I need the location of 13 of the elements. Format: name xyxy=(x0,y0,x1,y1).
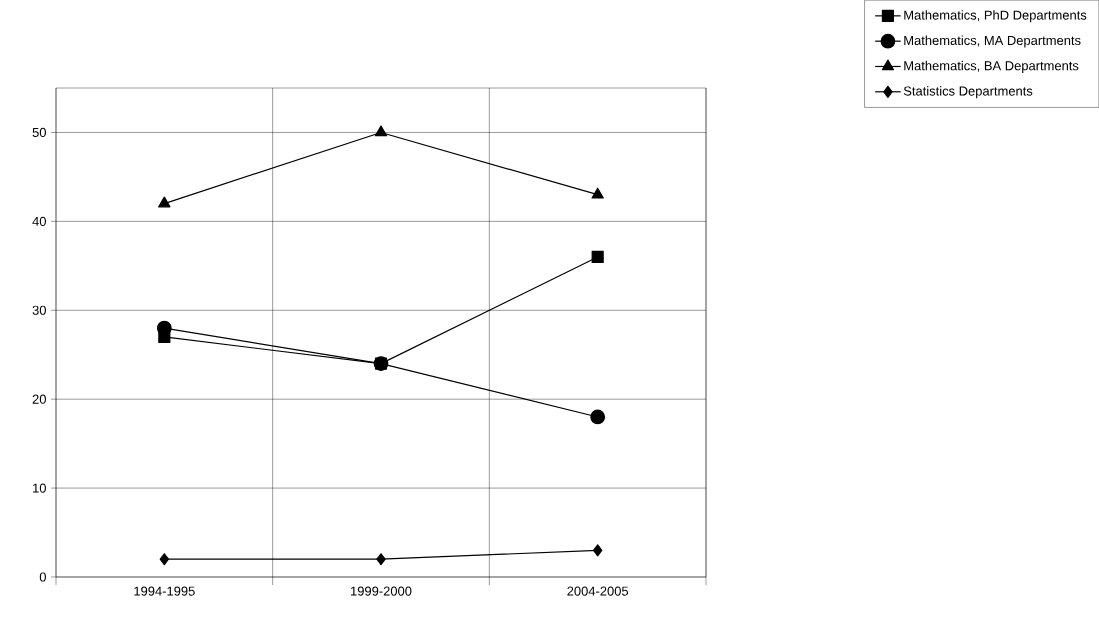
legend-label: Mathematics, MA Departments xyxy=(904,35,1081,48)
legend-label: Mathematics, PhD Departments xyxy=(904,10,1087,23)
x-tick-label: 1999-2000 xyxy=(351,586,412,596)
y-tick-label: 50 xyxy=(32,127,46,138)
x-tick-label: 2004-2005 xyxy=(567,586,629,596)
y-tick-label: 30 xyxy=(32,305,46,315)
legend-label: Mathematics, BA Departments xyxy=(904,60,1079,73)
y-tick-label: 20 xyxy=(32,394,46,404)
y-tick-label: 10 xyxy=(33,483,46,493)
y-tick-label: 40 xyxy=(32,216,46,226)
legend-label: Statistics Departments xyxy=(903,86,1033,99)
y-tick-label: 0 xyxy=(39,572,46,582)
x-tick-label: 1994-1995 xyxy=(134,586,195,596)
